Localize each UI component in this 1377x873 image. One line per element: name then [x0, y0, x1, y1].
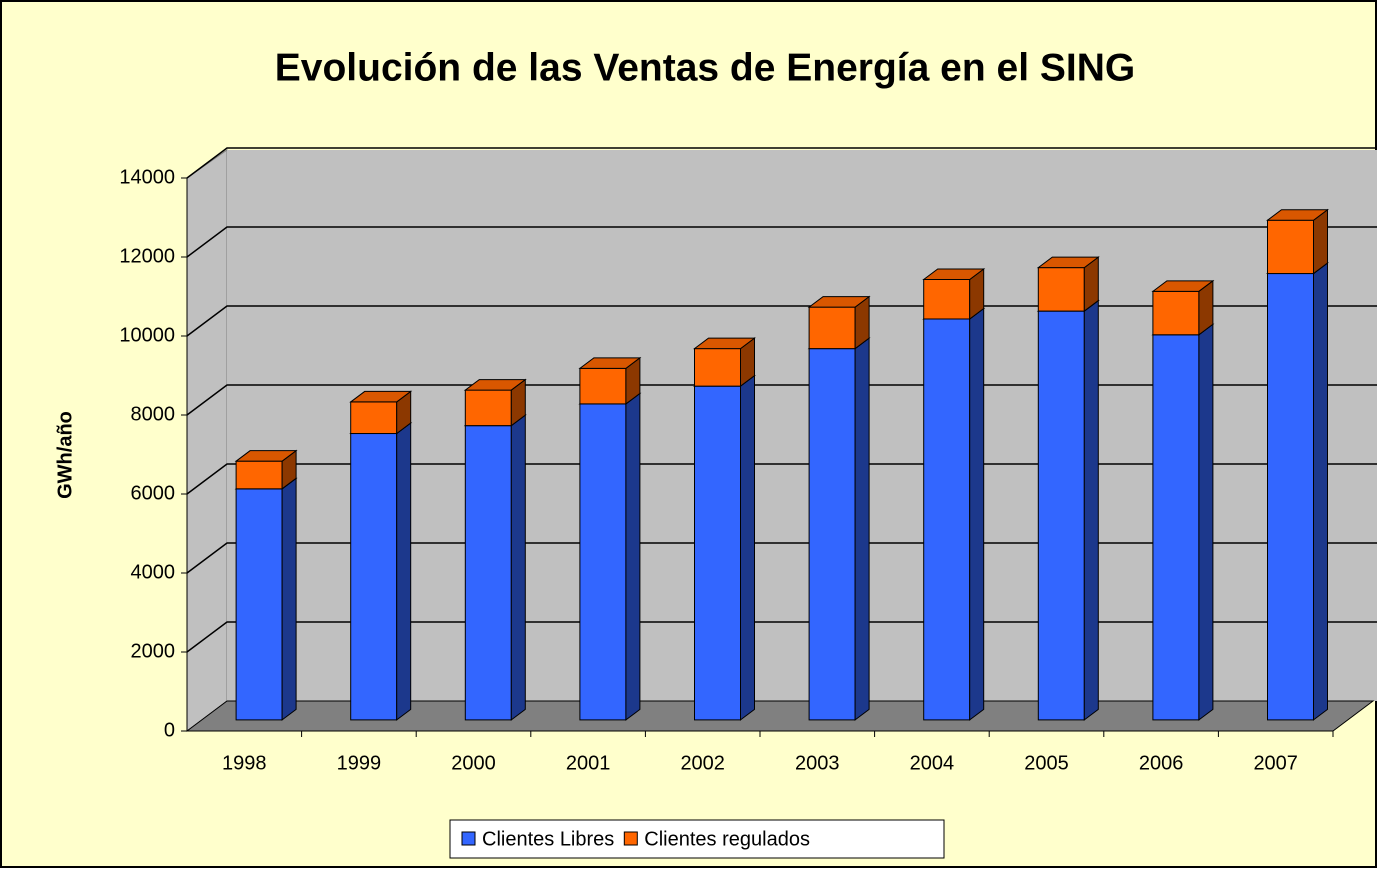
y-tick-label: 4000 — [131, 561, 176, 583]
bar-side — [1198, 323, 1214, 721]
bar — [694, 385, 741, 721]
y-axis-label: GWh/año — [54, 411, 76, 499]
bar — [235, 460, 283, 490]
bar — [579, 367, 627, 405]
bar-top — [1266, 209, 1329, 221]
bar-top — [578, 357, 642, 369]
legend-swatch — [623, 831, 638, 846]
x-tick-label: 1998 — [222, 752, 267, 774]
y-tick-label: 14000 — [119, 166, 175, 188]
bar-top — [1151, 280, 1215, 292]
grid-line — [186, 226, 1377, 258]
y-tick-label: 0 — [164, 719, 175, 741]
bar — [923, 278, 971, 320]
bar-top — [693, 337, 756, 350]
grid-line — [186, 305, 1377, 337]
bar-side — [1313, 262, 1328, 721]
x-tick-label: 2006 — [1139, 752, 1184, 774]
x-tick-label: 2004 — [910, 752, 955, 774]
bar-top — [922, 268, 986, 280]
bar — [808, 306, 856, 350]
bar-top — [1036, 256, 1100, 269]
grid-line — [186, 147, 1377, 179]
bar-top — [234, 450, 298, 462]
chart-title: Evolución de las Ventas de Energía en el… — [275, 46, 1135, 89]
bar-side — [969, 307, 985, 721]
bar — [464, 425, 512, 721]
x-tick-label: 2003 — [795, 752, 840, 774]
bar-side — [740, 374, 755, 721]
bar-side — [1083, 299, 1099, 721]
bar — [579, 403, 627, 721]
bar-side — [396, 422, 412, 721]
bar-top — [463, 379, 527, 391]
bar — [808, 348, 856, 721]
bar — [694, 348, 741, 387]
x-tick-label: 2001 — [566, 752, 611, 774]
bar-side — [1313, 208, 1328, 275]
x-tick-label: 2002 — [680, 752, 725, 774]
legend — [449, 819, 945, 859]
legend-label: Clientes regulados — [644, 828, 810, 850]
y-tick-label: 10000 — [119, 324, 175, 346]
bar — [350, 401, 398, 435]
bar — [1037, 267, 1085, 312]
bar-side — [854, 337, 870, 721]
grid-line — [186, 384, 1377, 416]
bar — [1267, 219, 1314, 275]
x-tick-label: 1999 — [337, 752, 382, 774]
bar — [235, 488, 283, 721]
legend-swatch — [461, 831, 476, 846]
bar — [1152, 334, 1200, 721]
bar — [464, 389, 512, 427]
bar-side — [510, 414, 526, 721]
bar — [1037, 310, 1085, 721]
bar-side — [625, 392, 641, 721]
bar-top — [349, 390, 413, 403]
bar-top — [807, 296, 871, 308]
grid-line — [186, 621, 1377, 653]
side-wall — [186, 149, 228, 732]
y-tick-label: 8000 — [131, 403, 176, 425]
x-tick-label: 2000 — [451, 752, 496, 774]
legend-label: Clientes Libres — [482, 828, 614, 850]
y-tick-label: 6000 — [131, 482, 176, 504]
x-tick-label: 2007 — [1253, 752, 1298, 774]
y-tick-label: 2000 — [131, 640, 176, 662]
bar-side — [281, 477, 297, 721]
bar — [923, 318, 971, 721]
grid-line — [186, 463, 1377, 495]
grid-line — [186, 542, 1377, 574]
x-tick-label: 2005 — [1024, 752, 1069, 774]
y-tick-label: 12000 — [119, 245, 175, 267]
bar — [1267, 273, 1314, 721]
bar — [350, 433, 398, 721]
bar — [1152, 290, 1200, 336]
